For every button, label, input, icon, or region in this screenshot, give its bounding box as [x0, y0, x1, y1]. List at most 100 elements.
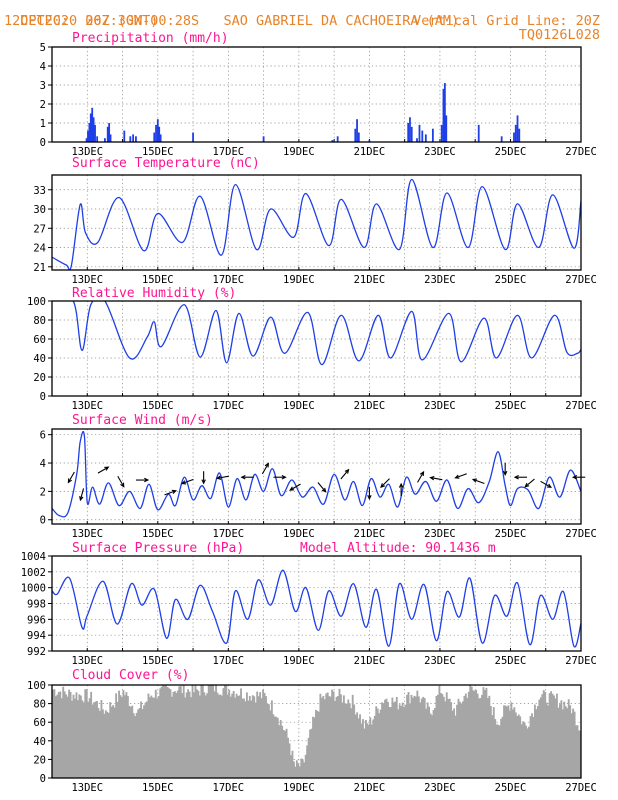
cloud-bar — [84, 689, 87, 778]
precip-bar — [357, 132, 360, 142]
cloud-bar — [56, 694, 59, 778]
cloud-bar — [536, 706, 539, 778]
cloud-bar — [301, 759, 304, 778]
cloud-bar — [181, 693, 184, 778]
cloud-bar — [306, 745, 309, 778]
cloud-bar — [82, 702, 85, 778]
precip-bar — [104, 138, 106, 142]
cloud-bar — [557, 707, 560, 778]
x-tick-label: 21DEC — [354, 400, 386, 412]
cloud-bar — [547, 705, 550, 778]
precip-bar — [421, 130, 424, 142]
cloud-bar — [241, 698, 244, 778]
cloud-bar — [488, 695, 491, 778]
cloud-bar — [107, 712, 110, 778]
cloud-bar — [273, 716, 276, 778]
cloud-bar — [257, 696, 260, 778]
panel-title: Cloud Cover (%) — [72, 668, 189, 683]
cloud-bar — [431, 715, 433, 778]
cloud-bar — [168, 688, 170, 778]
cloud-bar — [121, 697, 123, 778]
wind-arrow-head — [144, 477, 150, 483]
wind-arrow-shaft — [217, 475, 230, 479]
x-tick-label: 15DEC — [142, 782, 174, 794]
cloud-bar — [53, 689, 56, 778]
cloud-bar — [100, 700, 103, 778]
panel-title: Precipitation (mm/h) — [72, 31, 229, 46]
wind-arrow-shaft — [524, 478, 535, 488]
cloud-bar — [140, 701, 143, 778]
header-source: CPTEC: 067:30W-00:28S — [20, 13, 200, 29]
cloud-bar — [498, 725, 501, 778]
wind-arrow — [513, 474, 528, 480]
x-tick-label: 21DEC — [354, 146, 386, 158]
cloud-bar — [479, 698, 482, 778]
x-tick-label: 17DEC — [213, 655, 245, 667]
precip-bar — [410, 126, 413, 142]
cloud-bar — [340, 694, 342, 778]
cloud-bar — [269, 710, 272, 778]
cloud-bar — [395, 696, 398, 778]
cloud-bar — [326, 692, 329, 778]
cloud-bar — [544, 691, 547, 778]
cloud-bar — [520, 724, 523, 778]
y-tick-label: 3 — [40, 80, 46, 92]
x-tick-label: 25DEC — [495, 655, 527, 667]
cloud-bar — [404, 704, 407, 778]
cloud-bar — [99, 710, 101, 778]
cloud-bar — [87, 701, 90, 778]
cloud-bar — [288, 743, 291, 778]
cloud-bar — [495, 724, 498, 778]
cloud-bar — [175, 692, 178, 778]
precip-bar — [518, 128, 521, 142]
cloud-bar — [500, 718, 503, 778]
cloud-bar — [319, 693, 322, 778]
header-run-time: 12DEC2020 20Z (GMT) — [4, 13, 159, 29]
y-tick-label: 4 — [40, 458, 46, 470]
cloud-bar — [428, 706, 431, 778]
cloud-bar — [376, 708, 379, 778]
wind-arrow-head — [524, 482, 530, 488]
cloud-bar — [62, 686, 65, 778]
cloud-bar — [135, 712, 138, 778]
header-station: CPTEC: 067:30W-00:28S SAO GABRIEL DA CAC… — [4, 0, 459, 28]
cloud-bar — [294, 766, 297, 778]
cloud-bar — [209, 685, 212, 778]
cloud-bar — [461, 701, 464, 778]
wind-arrow-head — [344, 468, 350, 474]
cloud-bar — [353, 704, 356, 778]
cloud-bar — [429, 713, 432, 778]
cloud-bar — [125, 692, 128, 778]
cloud-bar — [97, 708, 100, 778]
cloud-bar — [532, 716, 535, 778]
cloud-bar — [338, 688, 341, 778]
cloud-bar — [228, 689, 231, 778]
panel-5: 992 994 996 998 1000 1002 1004 13DEC 15DEC 17DEC 1… — [21, 541, 597, 667]
wind-arrow — [201, 471, 206, 485]
cloud-bar — [213, 691, 216, 778]
cloud-bar — [545, 702, 548, 778]
cloud-bar — [243, 698, 245, 778]
cloud-bar — [234, 697, 237, 778]
y-tick-label: 1000 — [21, 583, 46, 595]
cloud-bar — [315, 709, 317, 778]
cloud-bar — [71, 700, 73, 778]
cloud-bar — [522, 721, 525, 778]
cloud-bar — [342, 695, 345, 778]
panel-frame — [51, 46, 582, 143]
wind-arrow-head — [281, 474, 287, 480]
x-tick-label: 21DEC — [354, 528, 386, 540]
precip-bar — [94, 124, 96, 142]
wind-arrow — [571, 474, 586, 480]
panel-frame — [51, 428, 582, 525]
cloud-bar — [332, 691, 335, 778]
cloud-bar — [394, 701, 397, 778]
cloud-bar — [279, 720, 282, 778]
wind-arrow — [471, 478, 485, 485]
wind-arrow — [380, 478, 390, 489]
precip-bar — [106, 126, 109, 142]
precip-bar — [500, 136, 503, 142]
cloud-bar — [337, 696, 339, 778]
cloud-bar — [157, 696, 160, 778]
cloud-bar — [129, 706, 132, 778]
